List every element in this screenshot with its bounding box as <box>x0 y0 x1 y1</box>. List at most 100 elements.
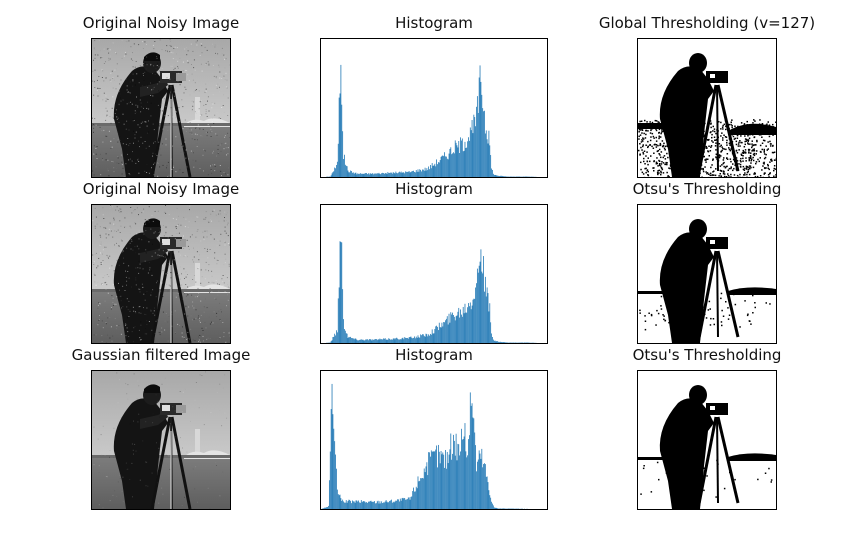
histogram-bar <box>368 501 370 509</box>
histogram-bar <box>419 169 421 177</box>
threshold-panel-1: Global Thresholding (v=127) <box>599 14 815 178</box>
histogram-bar <box>384 338 386 343</box>
histogram-bar <box>437 162 439 177</box>
histogram-bar <box>375 339 376 343</box>
histogram-bar <box>451 459 453 509</box>
histogram-bar <box>364 340 366 343</box>
histogram-bar <box>393 502 395 509</box>
histogram-panel-1-axes <box>320 38 548 178</box>
histogram-bar <box>465 312 467 343</box>
image-panel-3: Gaussian filtered Image <box>72 346 250 510</box>
histogram-bar <box>388 173 390 177</box>
histogram-bar <box>367 340 369 343</box>
histogram-bar <box>469 302 471 343</box>
histogram-bar <box>465 147 467 177</box>
histogram-bar <box>524 176 526 177</box>
histogram-bar <box>382 339 383 343</box>
histogram-bar <box>425 170 427 177</box>
histogram-plot <box>321 383 528 509</box>
histogram-bar <box>477 272 479 343</box>
histogram-bar <box>434 451 436 509</box>
histogram-bar <box>337 143 339 177</box>
histogram-bar <box>488 130 490 177</box>
histogram-bar <box>371 501 373 509</box>
histogram-bar <box>522 342 523 343</box>
histogram-bar <box>359 339 360 343</box>
histogram-bar <box>379 338 381 343</box>
histogram-bar <box>385 339 387 343</box>
histogram-bar <box>334 441 336 509</box>
histogram-bar <box>487 293 489 343</box>
histogram-bar <box>395 338 397 343</box>
histogram-bar <box>401 172 403 177</box>
histogram-bar <box>403 172 405 177</box>
histogram-bar <box>369 339 371 343</box>
histogram-bar <box>490 497 492 509</box>
histogram-bar <box>496 175 498 177</box>
histogram-bar <box>469 140 470 177</box>
histogram-bar <box>497 175 499 177</box>
histogram-bar <box>436 325 438 343</box>
histogram-bar <box>506 342 508 343</box>
histogram-bar <box>339 241 341 343</box>
histogram-bar <box>461 138 463 177</box>
histogram-bar <box>432 450 434 509</box>
histogram-bar <box>492 169 493 177</box>
histogram-bar <box>355 338 357 343</box>
histogram-bar <box>383 502 385 509</box>
histogram-bar <box>487 143 489 177</box>
histogram-bar <box>452 153 453 177</box>
histogram-bar <box>365 502 367 509</box>
histogram-bar <box>448 313 450 343</box>
histogram-bar <box>392 172 394 177</box>
histogram-bar <box>355 500 357 509</box>
histogram-bar <box>367 502 368 509</box>
histogram-bar <box>399 172 401 177</box>
histogram-bar <box>414 336 415 343</box>
histogram-bar <box>378 503 380 509</box>
histogram-bar <box>410 171 412 177</box>
histogram-bar <box>437 467 438 509</box>
histogram-bar <box>424 336 426 343</box>
histogram-bar <box>413 337 414 343</box>
histogram-bar <box>404 337 406 343</box>
histogram-bar <box>348 499 350 509</box>
histogram-bar <box>379 173 381 177</box>
histogram-bar <box>491 168 492 177</box>
histogram-bar <box>364 501 366 509</box>
histogram-bar <box>406 499 407 509</box>
histogram-bar <box>476 106 477 177</box>
histogram-bar <box>360 502 361 509</box>
histogram-bar <box>452 312 453 343</box>
histogram-bar <box>497 341 499 343</box>
histogram-bar <box>368 339 370 343</box>
histogram-bar <box>496 341 498 343</box>
histogram-bar <box>500 175 502 177</box>
histogram-bar <box>429 335 430 343</box>
histogram-bar <box>397 173 399 177</box>
histogram-bar <box>476 471 477 509</box>
histogram-bar <box>473 418 475 509</box>
histogram-bar <box>411 337 413 343</box>
histogram-bar <box>449 148 451 177</box>
histogram-bar <box>431 163 433 177</box>
histogram-bar <box>493 340 495 343</box>
histogram-bar <box>406 171 407 177</box>
histogram-bar <box>390 339 391 343</box>
histogram-bar <box>456 145 458 177</box>
histogram-bar <box>398 172 399 177</box>
histogram-bar <box>424 472 426 509</box>
histogram-bar <box>387 339 389 343</box>
histogram-bar <box>340 498 342 509</box>
histogram-bar <box>386 339 388 343</box>
histogram-bar <box>370 500 372 509</box>
histogram-bar <box>356 339 358 343</box>
histogram-bar <box>355 172 357 177</box>
histogram-bar <box>380 503 382 509</box>
histogram-bar <box>502 508 504 509</box>
histogram-bar <box>429 452 430 509</box>
histogram-bar <box>465 451 467 509</box>
histogram-bar <box>437 326 438 343</box>
histogram-bar <box>432 333 434 343</box>
histogram-bar <box>430 168 432 177</box>
